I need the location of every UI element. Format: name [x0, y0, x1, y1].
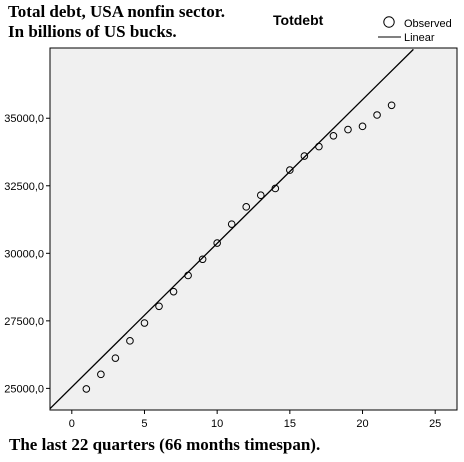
y-tick-label: 27500,0: [4, 316, 44, 328]
legend-linear-label: Linear: [404, 32, 435, 44]
observed-point: [271, 184, 280, 193]
x-tick-label: 0: [69, 418, 75, 430]
observed-point: [344, 125, 352, 134]
observed-point: [184, 271, 192, 280]
legend-observed-label: Observed: [404, 18, 452, 30]
observed-point: [373, 111, 381, 119]
x-tick-label: 15: [284, 418, 296, 430]
observed-point: [198, 255, 207, 264]
legend-observed-marker: [383, 16, 395, 28]
x-tick-label: 25: [429, 418, 441, 430]
observed-point: [358, 122, 367, 131]
observed-point: [140, 319, 149, 327]
chart-caption: The last 22 quarters (66 months timespan…: [9, 435, 320, 454]
observed-point: [126, 337, 134, 345]
linear-fit-line: [50, 48, 414, 410]
variable-label: Totdebt: [273, 12, 324, 28]
observed-point: [82, 385, 91, 393]
legend: Observed Linear: [378, 16, 452, 44]
chart-title-line2: In billions of US bucks.: [8, 22, 177, 41]
y-tick-label: 32500,0: [4, 181, 44, 193]
y-tick-label: 30000,0: [4, 248, 44, 260]
observed-point: [256, 191, 265, 200]
chart-title-line1: Total debt, USA nonfin sector.: [8, 2, 225, 21]
observed-point: [286, 166, 294, 174]
observed-point: [300, 152, 309, 160]
x-tick-label: 20: [356, 418, 368, 430]
observed-point: [329, 131, 338, 140]
observed-point: [111, 354, 120, 362]
y-tick-label: 25000,0: [4, 383, 44, 395]
y-tick-label: 35000,0: [4, 113, 44, 125]
x-tick-label: 10: [211, 418, 223, 430]
plot-area: [49, 47, 458, 411]
observed-point: [97, 370, 105, 379]
observed-point: [315, 142, 323, 151]
x-tick-label: 5: [141, 418, 147, 430]
observed-point: [387, 101, 396, 110]
observed-point: [169, 287, 178, 296]
observed-point: [155, 302, 163, 311]
observed-point: [242, 203, 251, 211]
observed-point: [213, 239, 221, 247]
observed-point: [227, 220, 236, 228]
